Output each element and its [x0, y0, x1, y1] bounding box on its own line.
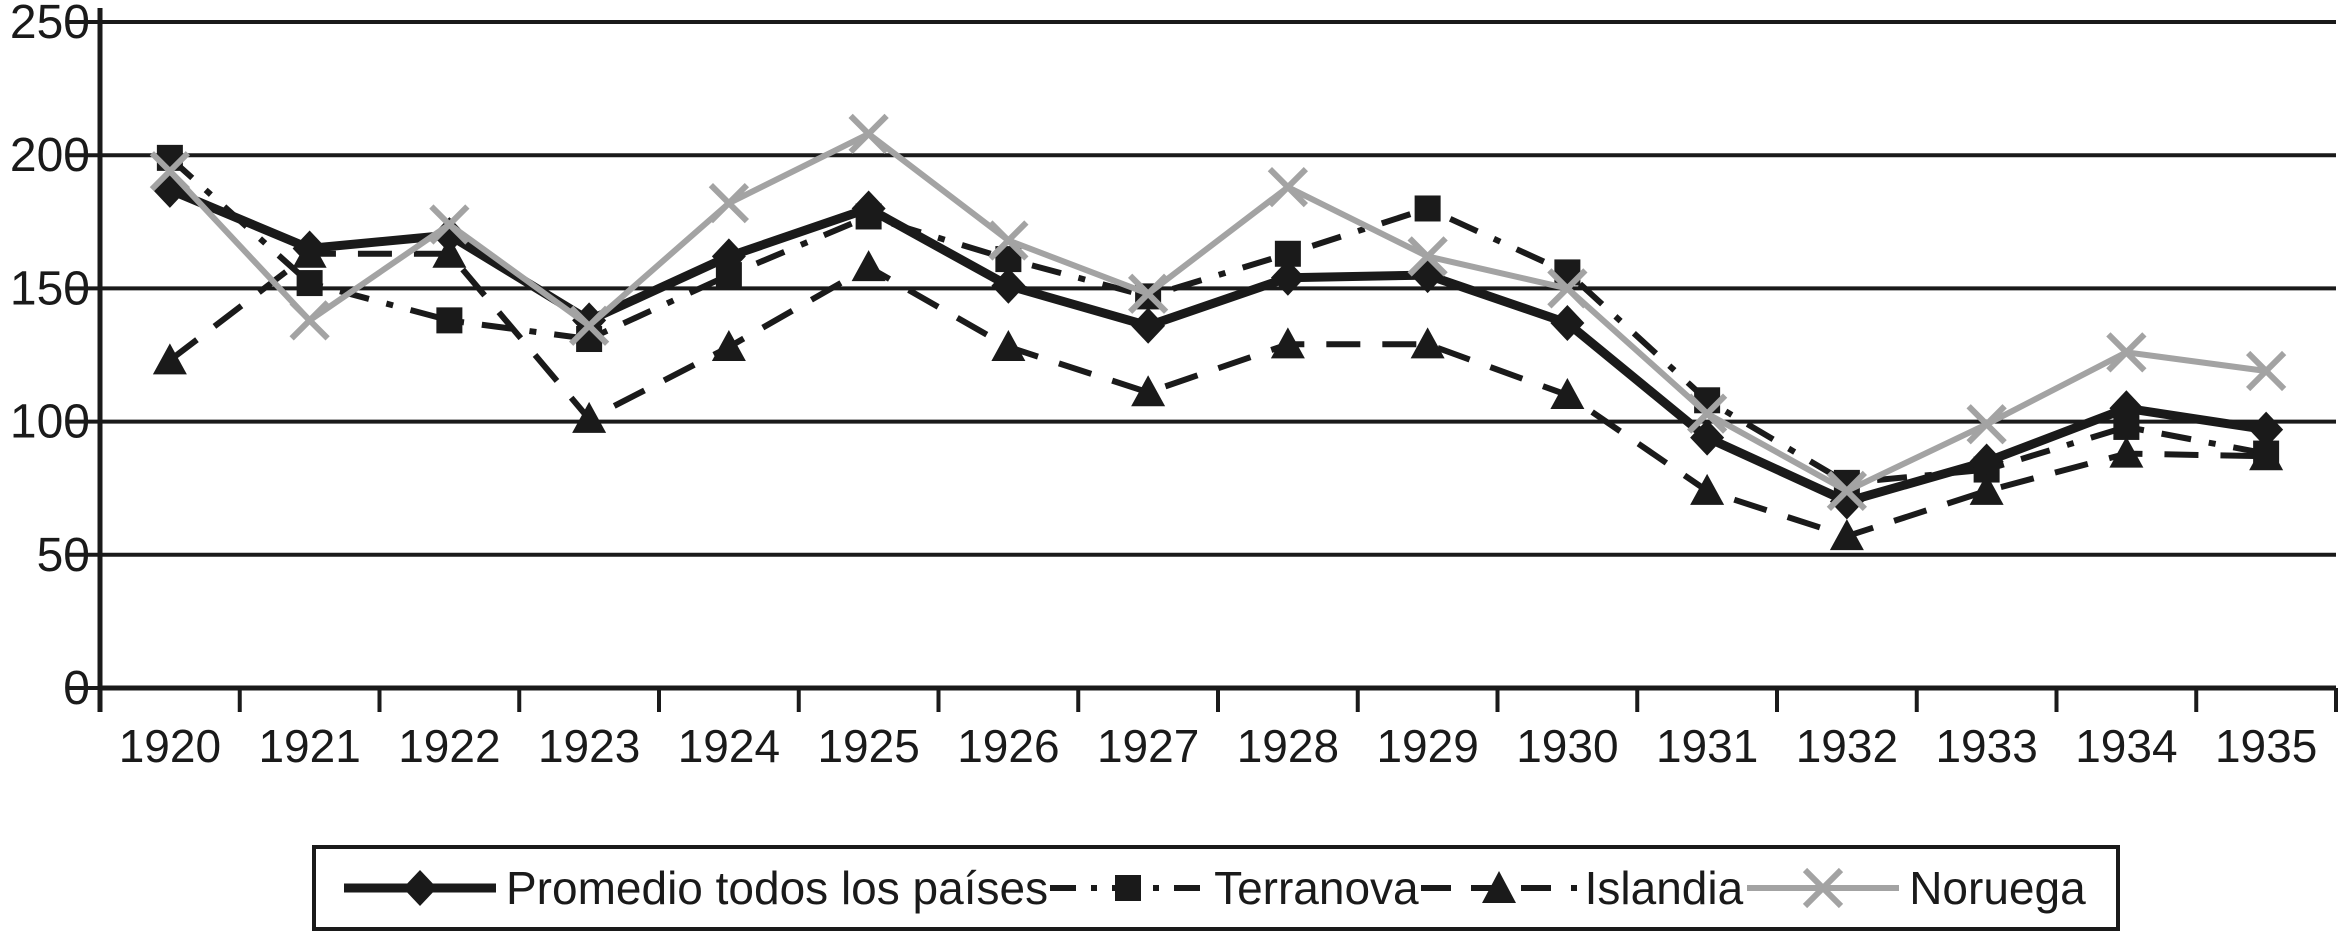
x-marker	[289, 300, 330, 341]
chart-legend: Promedio todos los países Terranova Isla…	[312, 845, 2120, 931]
x-marker	[569, 305, 610, 346]
y-tick-label: 200	[10, 129, 90, 182]
series-3	[152, 236, 2284, 551]
x-tick-label: 1921	[258, 720, 360, 772]
triangle-marker	[2249, 439, 2284, 471]
triangle-marker	[1131, 375, 1166, 407]
x-marker	[848, 113, 889, 155]
triangle-marker	[2109, 436, 2144, 468]
square-marker	[436, 307, 463, 334]
x-marker	[1687, 393, 1728, 434]
x-tick-label: 1932	[1796, 720, 1898, 772]
triangle-marker	[711, 330, 746, 362]
diamond-marker	[1131, 307, 1166, 344]
legend-label-noruega: Noruega	[1909, 862, 2086, 914]
x-marker	[2246, 350, 2287, 392]
diamond-marker	[2249, 411, 2284, 448]
triangle-marker	[1829, 519, 1864, 551]
triangle-marker	[152, 343, 187, 375]
x-tick-label: 1933	[1935, 720, 2037, 772]
legend-dash-dot-line-square-icon	[1050, 875, 1207, 901]
triangle-marker	[1969, 473, 2004, 505]
x-tick-label: 1923	[538, 720, 640, 772]
square-marker	[296, 270, 323, 297]
x-marker	[708, 183, 749, 224]
triangle-marker	[572, 401, 607, 433]
x-marker	[1826, 470, 1867, 511]
series-line	[167, 155, 2267, 486]
x-tick-label: 1922	[398, 720, 500, 772]
diamond-marker	[1690, 419, 1725, 456]
legend-item-noruega: Noruega	[1743, 861, 2086, 915]
x-tick-label: 1935	[2215, 720, 2317, 772]
x-tick-label: 1930	[1516, 720, 1618, 772]
x-tick-label: 1931	[1656, 720, 1758, 772]
square-marker	[855, 203, 882, 230]
diamond-marker	[432, 217, 467, 254]
x-tick-label: 1924	[678, 720, 780, 772]
y-tick-label: 150	[10, 262, 90, 315]
legend-item-terranova: Terranova	[1048, 861, 1419, 915]
legend-solid-line-diamond-icon	[344, 870, 496, 906]
legend-label-islandia: Islandia	[1584, 862, 1744, 914]
square-marker	[715, 262, 742, 289]
diamond-marker	[991, 267, 1026, 304]
x-tick-label: 1920	[119, 720, 221, 772]
x-marker	[1128, 273, 1169, 314]
series-4	[149, 113, 2287, 511]
x-marker	[988, 220, 1029, 261]
x-tick-label: 1934	[2075, 720, 2177, 772]
x-marker	[1966, 404, 2007, 445]
legend-item-islandia: Islandia	[1419, 861, 1744, 915]
series-1	[152, 171, 2284, 520]
x-marker	[429, 204, 470, 245]
diamond-marker	[1270, 259, 1305, 296]
x-marker	[149, 151, 190, 192]
x-tick-label: 1928	[1237, 720, 1339, 772]
square-marker	[1414, 195, 1441, 222]
triangle-marker	[432, 236, 467, 268]
line-chart-plot-area: 0 50 100 150 200 250 1920 1921 1922 1923 1924 1925 1…	[10, 0, 2338, 772]
legend-label-promedio: Promedio todos los países	[506, 862, 1049, 914]
x-marker	[1547, 268, 1588, 309]
x-tick-label: 1929	[1376, 720, 1478, 772]
diamond-marker	[152, 171, 187, 208]
series-line	[168, 250, 2267, 540]
y-tick-label: 50	[37, 529, 90, 582]
series-2	[156, 144, 2280, 496]
triangle-marker	[851, 250, 886, 282]
series-line	[168, 185, 2267, 506]
triangle-marker	[1270, 327, 1305, 359]
legend-item-promedio: Promedio todos los países	[340, 861, 1048, 915]
triangle-marker	[1410, 327, 1445, 359]
x-tick-label: 1926	[957, 720, 1059, 772]
triangle-marker	[991, 330, 1026, 362]
series-line	[167, 130, 2267, 494]
x-marker	[1407, 236, 1448, 277]
triangle-marker	[1550, 377, 1585, 409]
legend-label-terranova: Terranova	[1214, 862, 1419, 914]
legend-dashed-line-triangle-icon	[1420, 871, 1577, 903]
y-tick-label: 100	[10, 396, 90, 449]
y-tick-label: 250	[10, 0, 90, 49]
x-marker	[1267, 167, 1308, 208]
triangle-marker	[1690, 473, 1725, 505]
x-marker	[2106, 332, 2147, 373]
square-marker	[1274, 240, 1301, 267]
x-tick-label: 1927	[1097, 720, 1199, 772]
x-tick-label: 1925	[817, 720, 919, 772]
triangle-marker	[292, 236, 327, 268]
diamond-marker	[1550, 305, 1585, 342]
legend-gray-line-x-icon	[1747, 867, 1900, 909]
y-tick-label: 0	[63, 662, 90, 715]
square-marker	[2113, 413, 2140, 440]
